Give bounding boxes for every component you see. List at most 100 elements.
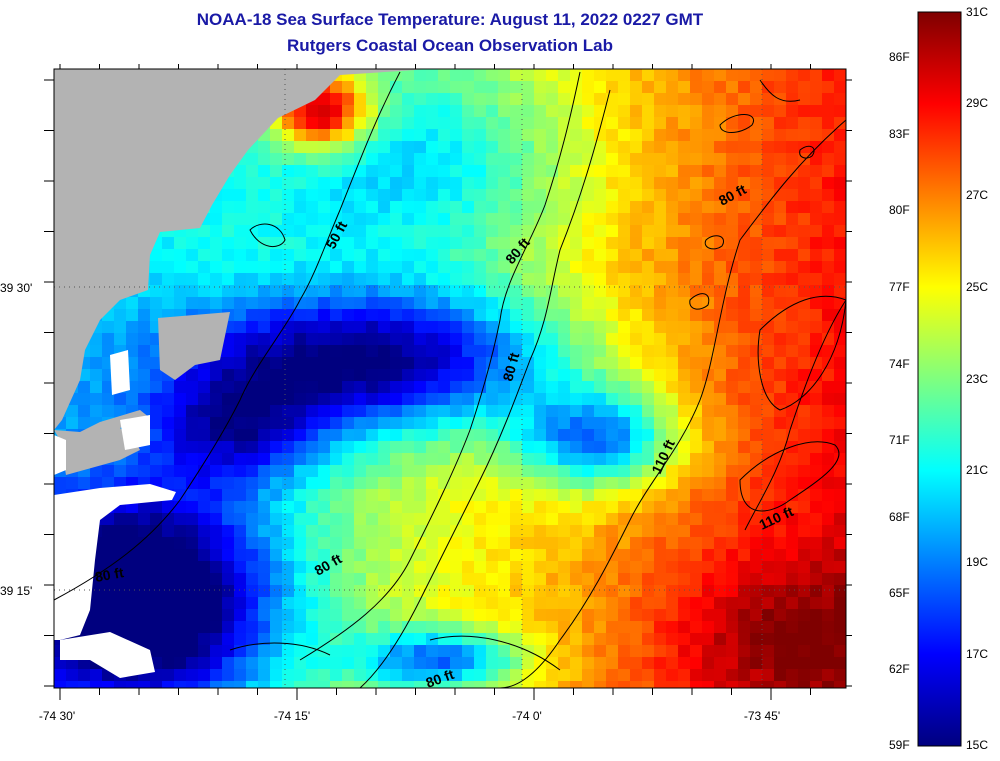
sst-cell (810, 453, 823, 466)
sst-cell (138, 537, 151, 550)
sst-cell (618, 477, 631, 490)
sst-cell (834, 549, 846, 562)
sst-cell (366, 585, 379, 598)
sst-cell (306, 585, 319, 598)
sst-cell (630, 585, 643, 598)
sst-cell (666, 621, 679, 634)
sst-cell (318, 333, 331, 346)
sst-cell (330, 249, 343, 262)
sst-cell (390, 465, 403, 478)
sst-cell (642, 165, 655, 178)
latitude-label: 39 15' (0, 584, 32, 598)
sst-cell (234, 309, 247, 322)
sst-cell (702, 141, 715, 154)
sst-cell (570, 561, 583, 574)
sst-cell (546, 69, 559, 82)
sst-cell (606, 585, 619, 598)
sst-cell (414, 501, 427, 514)
sst-cell (642, 213, 655, 226)
sst-cell (174, 537, 187, 550)
sst-cell (738, 129, 751, 142)
sst-cell (714, 489, 727, 502)
sst-cell (630, 129, 643, 142)
sst-cell (510, 621, 523, 634)
sst-cell (414, 525, 427, 538)
sst-cell (810, 465, 823, 478)
colorbar-f-label: 65F (889, 586, 910, 600)
sst-cell (798, 189, 811, 202)
sst-cell (174, 597, 187, 610)
sst-cell (774, 585, 787, 598)
sst-cell (462, 177, 475, 190)
sst-cell (318, 309, 331, 322)
sst-cell (318, 369, 331, 382)
sst-cell (642, 105, 655, 118)
sst-cell (330, 309, 343, 322)
sst-cell (450, 273, 463, 286)
sst-cell (654, 453, 667, 466)
sst-cell (630, 369, 643, 382)
sst-cell (462, 441, 475, 454)
sst-cell (306, 669, 319, 682)
sst-cell (630, 561, 643, 574)
sst-cell (318, 105, 331, 118)
sst-cell (390, 357, 403, 370)
sst-cell (654, 549, 667, 562)
sst-cell (258, 321, 271, 334)
sst-cell (282, 201, 295, 214)
sst-cell (786, 177, 799, 190)
sst-cell (270, 525, 283, 538)
sst-cell (342, 417, 355, 430)
sst-cell (282, 441, 295, 454)
sst-cell (594, 141, 607, 154)
sst-cell (606, 213, 619, 226)
sst-cell (834, 441, 846, 454)
sst-cell (666, 333, 679, 346)
sst-cell (450, 585, 463, 598)
sst-cell (474, 321, 487, 334)
sst-cell (618, 417, 631, 430)
sst-cell (246, 465, 259, 478)
sst-cell (426, 381, 439, 394)
sst-cell (522, 177, 535, 190)
sst-cell (282, 129, 295, 142)
sst-cell (618, 201, 631, 214)
sst-cell (366, 681, 379, 688)
sst-cell (66, 405, 79, 418)
sst-cell (174, 441, 187, 454)
sst-cell (426, 645, 439, 658)
sst-cell (582, 117, 595, 130)
sst-cell (390, 405, 403, 418)
sst-cell (534, 681, 547, 688)
sst-cell (426, 597, 439, 610)
sst-cell (402, 549, 415, 562)
sst-cell (774, 393, 787, 406)
sst-cell (714, 201, 727, 214)
sst-cell (594, 165, 607, 178)
sst-cell (642, 501, 655, 514)
sst-cell (510, 213, 523, 226)
sst-cell (630, 429, 643, 442)
sst-cell (222, 369, 235, 382)
sst-cell (114, 549, 127, 562)
sst-cell (726, 597, 739, 610)
sst-cell (354, 261, 367, 274)
sst-cell (738, 81, 751, 94)
sst-cell (282, 501, 295, 514)
sst-cell (726, 561, 739, 574)
sst-cell (438, 189, 451, 202)
sst-cell (702, 153, 715, 166)
sst-cell (198, 657, 211, 670)
sst-cell (150, 261, 163, 274)
sst-cell (834, 117, 846, 130)
sst-cell (414, 333, 427, 346)
sst-cell (642, 597, 655, 610)
sst-cell (654, 345, 667, 358)
sst-cell (246, 225, 259, 238)
sst-cell (762, 141, 775, 154)
sst-cell (474, 621, 487, 634)
sst-cell (282, 165, 295, 178)
sst-cell (198, 621, 211, 634)
sst-cell (246, 165, 259, 178)
sst-cell (726, 153, 739, 166)
